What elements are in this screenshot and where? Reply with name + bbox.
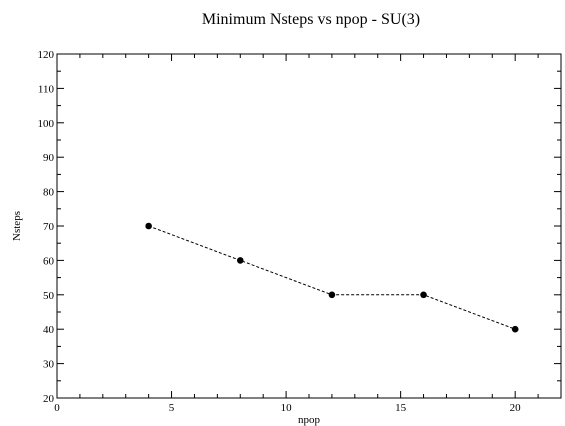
y-tick-label: 40: [43, 324, 55, 336]
data-point: [328, 291, 336, 299]
y-axis-ticks: [57, 53, 561, 399]
y-tick-label: 20: [43, 393, 55, 405]
series-group: [145, 222, 519, 333]
y-tick-label: 50: [43, 290, 55, 302]
plot-area-frame: [56, 53, 562, 399]
data-point: [511, 325, 519, 333]
x-axis-tick-labels: 0 5 10 15 20: [54, 402, 521, 414]
y-tick-label: 120: [38, 49, 55, 61]
chart-title: Minimum Nsteps vs npop - SU(3): [202, 11, 420, 28]
y-tick-label: 60: [43, 255, 55, 267]
x-axis-ticks: [56, 54, 562, 398]
x-tick-label: 20: [510, 402, 522, 414]
y-axis-label: Nsteps: [11, 211, 23, 241]
x-tick-label: 10: [281, 402, 293, 414]
data-point: [145, 222, 152, 230]
y-tick-label: 70: [43, 221, 55, 233]
y-tick-label: 110: [38, 83, 55, 95]
y-tick-label: 100: [38, 118, 55, 130]
data-point: [420, 291, 427, 299]
data-point: [236, 257, 244, 264]
y-tick-label: 90: [43, 152, 55, 164]
y-tick-label: 30: [43, 359, 55, 371]
series-line: [148, 225, 516, 330]
x-tick-label: 0: [54, 402, 60, 414]
y-axis-tick-labels: 20 30 40 50 60 70 80 90 100 110 120: [38, 49, 55, 405]
x-tick-label: 5: [169, 402, 175, 414]
x-axis-label: npop: [298, 414, 321, 426]
x-tick-label: 15: [395, 402, 407, 414]
y-tick-label: 80: [43, 187, 55, 199]
